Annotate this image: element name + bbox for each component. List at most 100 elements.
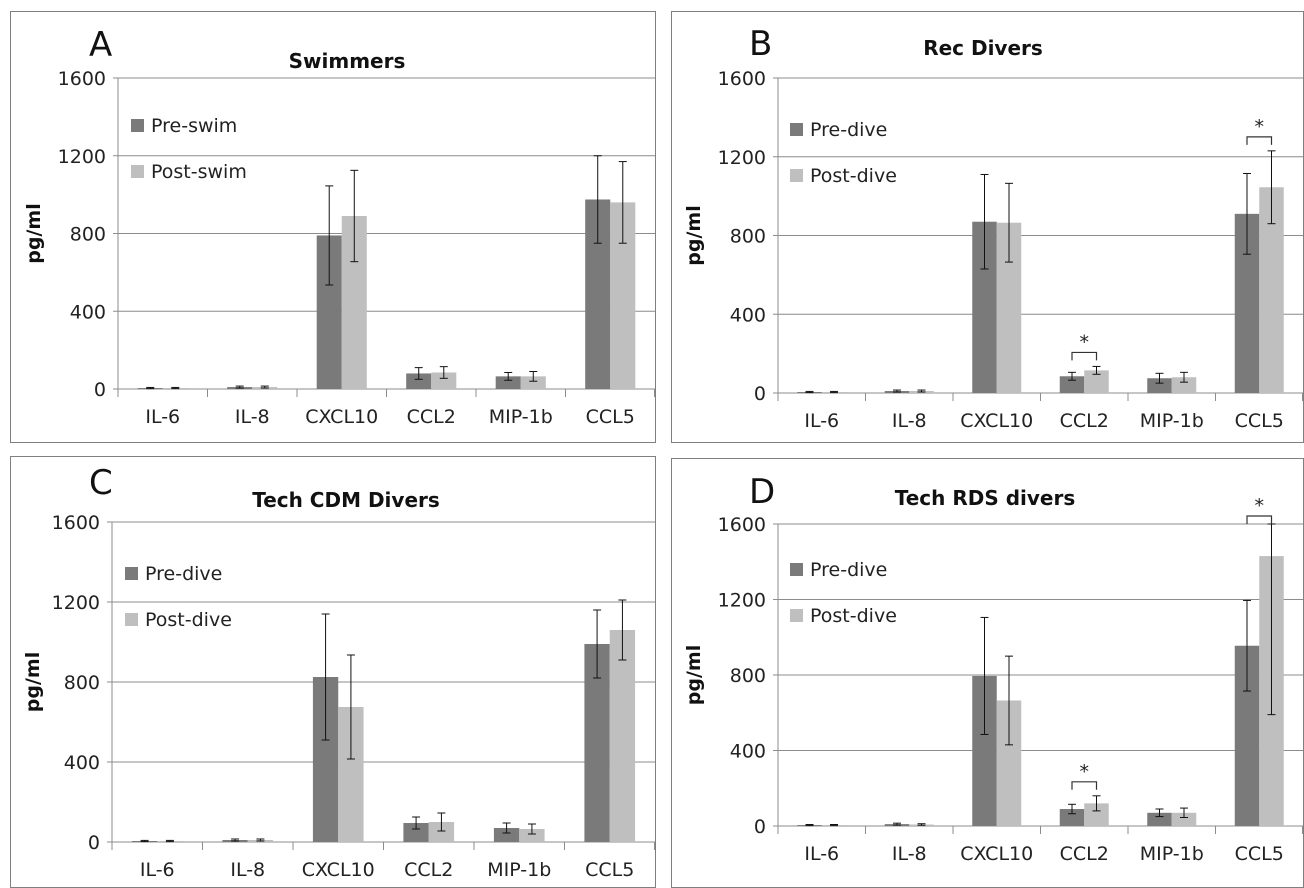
y-axis-label: pg/ml (683, 205, 705, 265)
significance-star: * (1080, 761, 1090, 783)
x-tick-label: CCL2 (1060, 843, 1109, 865)
x-tick-label: MIP-1b (489, 406, 553, 428)
chart-title: Swimmers (289, 49, 406, 73)
significance-bracket (1246, 136, 1273, 145)
bar-pre-dive-ccl2 (1059, 809, 1085, 826)
panel-letter: B (749, 24, 772, 64)
legend-label-post-dive: Post-dive (810, 605, 897, 627)
x-tick-label: IL-8 (892, 843, 927, 865)
panel-c: 0 400 800 1200 1600 pg/ml C Tech CDM Divers IL-6… (10, 456, 656, 888)
panel-a: 0 400 800 1200 1600 pg/ml A Swimmers IL-6 IL-8 CXC… (10, 11, 656, 443)
chart-swimmers: 0 400 800 1200 1600 pg/ml A Swimmers IL-6 IL-8 CXC… (23, 25, 655, 428)
significance-star: * (1255, 495, 1265, 517)
x-tick-label: IL-8 (892, 410, 927, 432)
y-axis-label: pg/ml (23, 203, 45, 263)
x-tick-label: CCL5 (1235, 843, 1284, 865)
x-tick-label: IL-8 (235, 406, 270, 428)
y-axis-label: pg/ml (683, 645, 705, 705)
x-tick-label: IL-6 (145, 406, 180, 428)
bar-post-dive-ccl5 (609, 630, 636, 842)
panel-d: 0 400 800 1200 1600 pg/ml D Tech RDS divers IL-6… (671, 458, 1304, 888)
legend-label-pre-swim: Pre-swim (151, 115, 237, 137)
x-tick-label: CCL2 (407, 406, 456, 428)
x-tick-label: MIP-1b (1140, 410, 1204, 432)
panel-letter: C (89, 463, 113, 503)
significance-star: * (1080, 331, 1090, 353)
legend-label-pre-dive: Pre-dive (810, 559, 887, 581)
x-tick-label: CXCL10 (302, 859, 375, 881)
legend-swatch-pre-dive (790, 563, 803, 576)
bar-pre-dive-ccl2 (403, 823, 429, 842)
panel-letter: D (749, 472, 775, 512)
y-tick-label: 1200 (718, 590, 766, 612)
y-tick-label: 800 (730, 226, 766, 248)
y-tick-label: 400 (730, 741, 766, 763)
bar-pre-dive-ccl2 (1059, 376, 1085, 393)
x-tick-label: IL-6 (804, 843, 839, 865)
x-tick-label: CXCL10 (960, 410, 1033, 432)
bar-pre-swim-ccl2 (406, 373, 432, 389)
bar-post-dive-mip-1b (1171, 377, 1197, 393)
chart-title: Tech RDS divers (895, 486, 1076, 510)
bar-pre-swim-mip-1b (495, 376, 521, 389)
x-tick-label: CCL5 (585, 859, 634, 881)
y-tick-label: 800 (70, 224, 106, 246)
y-tick-label: 0 (94, 379, 106, 401)
x-tick-label: CCL5 (586, 406, 635, 428)
y-tick-label: 800 (730, 665, 766, 687)
chart-tech-rds-divers: 0 400 800 1200 1600 pg/ml D Tech RDS divers IL-6… (683, 472, 1303, 865)
bar-post-dive-ccl2 (1084, 803, 1109, 826)
legend-swatch-pre-dive (125, 567, 138, 580)
bar-post-dive-ccl2 (1084, 370, 1109, 393)
bar-post-dive-mip-1b (1171, 812, 1197, 826)
x-tick-label: IL-6 (804, 410, 839, 432)
y-tick-label: 0 (754, 816, 766, 838)
panel-letter: A (89, 25, 112, 65)
y-tick-label: 400 (64, 752, 100, 774)
legend-swatch-post-dive (790, 169, 803, 182)
significance-bracket (1246, 515, 1273, 524)
bar-pre-dive-mip-1b (1147, 378, 1172, 393)
significance-bracket (1071, 351, 1098, 361)
y-tick-label: 1200 (58, 146, 106, 168)
significance-bracket (1071, 781, 1098, 790)
x-tick-label: CXCL10 (960, 843, 1033, 865)
legend-label-pre-dive: Pre-dive (810, 119, 887, 141)
legend-swatch-post-dive (790, 609, 803, 622)
y-tick-label: 1600 (58, 68, 106, 90)
y-tick-label: 1600 (718, 68, 766, 90)
bar-pre-dive-mip-1b (1147, 812, 1172, 826)
x-tick-label: IL-6 (140, 859, 175, 881)
x-tick-label: CCL2 (404, 859, 453, 881)
x-tick-label: IL-8 (230, 859, 265, 881)
legend-swatch-pre-swim (131, 119, 144, 132)
chart-tech-cdm-divers: 0 400 800 1200 1600 pg/ml C Tech CDM Divers IL-6… (22, 463, 655, 881)
y-tick-label: 400 (730, 304, 766, 326)
y-tick-label: 1200 (52, 592, 100, 614)
bar-pre-dive-mip-1b (493, 828, 520, 842)
y-tick-label: 0 (754, 383, 766, 405)
y-tick-label: 1200 (718, 147, 766, 169)
y-tick-label: 1600 (718, 514, 766, 536)
x-tick-label: CXCL10 (305, 406, 378, 428)
legend-label-post-dive: Post-dive (810, 165, 897, 187)
y-tick-label: 1600 (52, 512, 100, 534)
x-tick-label: CCL5 (1235, 410, 1284, 432)
bar-post-dive-ccl2 (428, 822, 455, 842)
significance-star: * (1255, 116, 1265, 138)
chart-rec-divers: 0 400 800 1200 1600 pg/ml B Rec Divers IL-6 IL-8 C… (683, 24, 1303, 432)
y-tick-label: 400 (70, 301, 106, 323)
chart-title: Tech CDM Divers (252, 488, 440, 512)
bar-post-swim-mip-1b (520, 376, 546, 389)
chart-title: Rec Divers (923, 36, 1043, 60)
x-tick-label: MIP-1b (487, 859, 551, 881)
bar-post-dive-mip-1b (519, 829, 545, 842)
y-tick-label: 0 (88, 832, 100, 854)
x-tick-label: CCL2 (1060, 410, 1109, 432)
panel-b: 0 400 800 1200 1600 pg/ml B Rec Divers IL-6 IL-8 C… (671, 11, 1304, 443)
legend-swatch-post-swim (131, 165, 144, 178)
x-tick-label: MIP-1b (1140, 843, 1204, 865)
legend-label-post-swim: Post-swim (151, 161, 247, 183)
y-tick-label: 800 (64, 672, 100, 694)
legend-label-pre-dive: Pre-dive (145, 563, 222, 585)
